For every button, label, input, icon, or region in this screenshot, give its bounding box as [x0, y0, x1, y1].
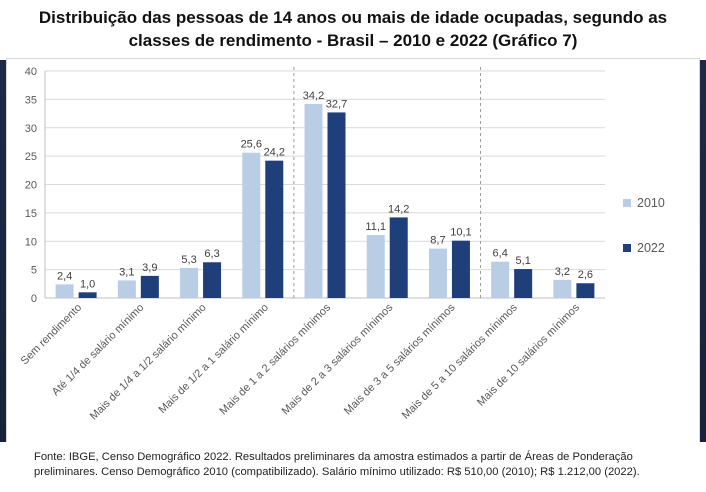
x-tick-label: Mais de 10 salários mínimos — [475, 301, 582, 408]
x-tick-label: Mais de 1/2 a 1 salário mínimo — [156, 302, 270, 416]
legend-swatch-2010 — [623, 199, 631, 207]
data-label-2010: 3,1 — [119, 266, 134, 278]
bar-2022 — [265, 160, 284, 298]
data-label-2010: 8,7 — [430, 235, 445, 247]
bar-2010 — [366, 235, 385, 298]
data-label-2010: 2,4 — [57, 270, 72, 282]
data-label-2022: 32,7 — [326, 98, 347, 110]
bar-2010 — [242, 152, 261, 298]
data-label-2010: 34,2 — [303, 90, 324, 102]
bar-chart: 0 5 10 15 20 25 30 35 40 2,4 1,0 Sem rendimento 3,1 3… — [19, 66, 665, 423]
data-label-2022: 6,3 — [204, 248, 219, 260]
y-tick-label: 40 — [25, 66, 37, 78]
bar-2022 — [514, 269, 533, 298]
bar-2010 — [55, 284, 74, 298]
bar-2022 — [140, 275, 159, 298]
y-tick-label: 15 — [25, 208, 37, 220]
y-tick-label: 10 — [25, 236, 37, 248]
bar-2010 — [491, 261, 510, 298]
bar-2010 — [180, 267, 199, 298]
x-tick-label: Mais de 1 a 2 salários mínimos — [217, 301, 333, 417]
data-label-2022: 14,2 — [388, 203, 409, 215]
data-label-2010: 6,4 — [493, 248, 508, 260]
legend-swatch-2022 — [623, 244, 631, 252]
bar-2010 — [553, 279, 572, 298]
data-label-2022: 3,9 — [142, 262, 157, 274]
y-tick-label: 0 — [31, 293, 37, 305]
x-tick-label: Mais de 5 a 10 salários mínimos — [400, 301, 520, 421]
bar-2022 — [389, 217, 408, 298]
y-tick-label: 25 — [25, 151, 37, 163]
x-tick-label: Mais de 1/4 a 1/2 salário mínimo — [88, 302, 209, 423]
data-label-2022: 24,2 — [264, 147, 285, 159]
bar-2022 — [203, 262, 222, 298]
data-label-2022: 1,0 — [80, 278, 95, 290]
y-tick-label: 35 — [25, 94, 37, 106]
bar-2022 — [78, 292, 97, 298]
footer: Fonte: IBGE, Censo Demográfico 2022. Res… — [0, 442, 706, 492]
legend-label-2010: 2010 — [637, 196, 665, 210]
y-tick-label: 5 — [31, 265, 37, 277]
y-tick-label: 30 — [25, 123, 37, 135]
bar-2010 — [117, 280, 136, 298]
data-label-2022: 5,1 — [516, 255, 531, 267]
bar-2022 — [327, 112, 346, 298]
bar-2010 — [428, 248, 447, 298]
data-label-2010: 3,2 — [555, 266, 570, 278]
y-tick-label: 20 — [25, 180, 37, 192]
bar-2010 — [304, 103, 323, 298]
data-label-2010: 11,1 — [365, 221, 386, 233]
data-label-2010: 25,6 — [241, 139, 262, 151]
data-label-2022: 2,6 — [578, 269, 593, 281]
source-note: Fonte: IBGE, Censo Demográfico 2022. Res… — [34, 451, 640, 478]
x-tick-label: Mais de 2 a 3 salários mínimos — [280, 301, 396, 417]
legend-label-2022: 2022 — [637, 241, 665, 255]
chart-panel: 0 5 10 15 20 25 30 35 40 2,4 1,0 Sem rendimento 3,1 3… — [6, 58, 700, 444]
chart-title: Distribuição das pessoas de 14 anos ou m… — [20, 6, 686, 52]
x-tick-label: Sem rendimento — [19, 302, 85, 368]
bar-2022 — [576, 283, 595, 298]
x-tick-label: Mais de 3 a 5 salários mínimos — [342, 301, 458, 417]
data-label-2010: 5,3 — [181, 254, 196, 266]
data-label-2022: 10,1 — [450, 227, 471, 239]
bar-2022 — [451, 240, 470, 298]
